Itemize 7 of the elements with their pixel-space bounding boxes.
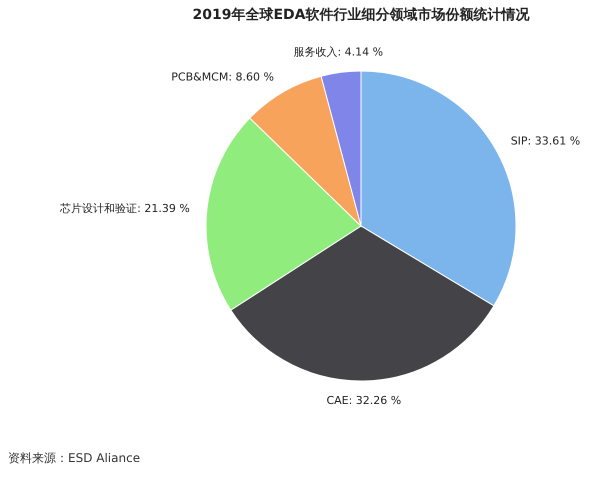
slice-label: CAE: 32.26 % <box>326 394 402 407</box>
slice-label: SIP: 33.61 % <box>510 134 580 148</box>
slice-label: 服务收入: 4.14 % <box>293 45 384 58</box>
text: 资料来源：ESD Aliance <box>8 450 140 467</box>
chart-title: 2019年全球EDA软件行业细分领域市场份额统计情况 <box>192 6 530 23</box>
slice-label: PCB&MCM: 8.60 % <box>171 70 274 84</box>
slice-label: 芯片设计和验证: 21.39 % <box>59 202 190 216</box>
